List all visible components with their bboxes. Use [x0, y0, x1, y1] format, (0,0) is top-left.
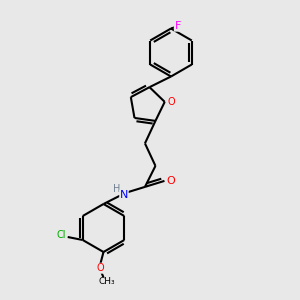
- Text: O: O: [167, 176, 176, 186]
- Text: O: O: [96, 263, 104, 273]
- Text: H: H: [113, 184, 121, 194]
- Text: F: F: [174, 21, 181, 31]
- Text: O: O: [167, 97, 175, 107]
- Text: Cl: Cl: [56, 230, 66, 241]
- Text: N: N: [120, 190, 128, 200]
- Text: CH₃: CH₃: [99, 278, 116, 286]
